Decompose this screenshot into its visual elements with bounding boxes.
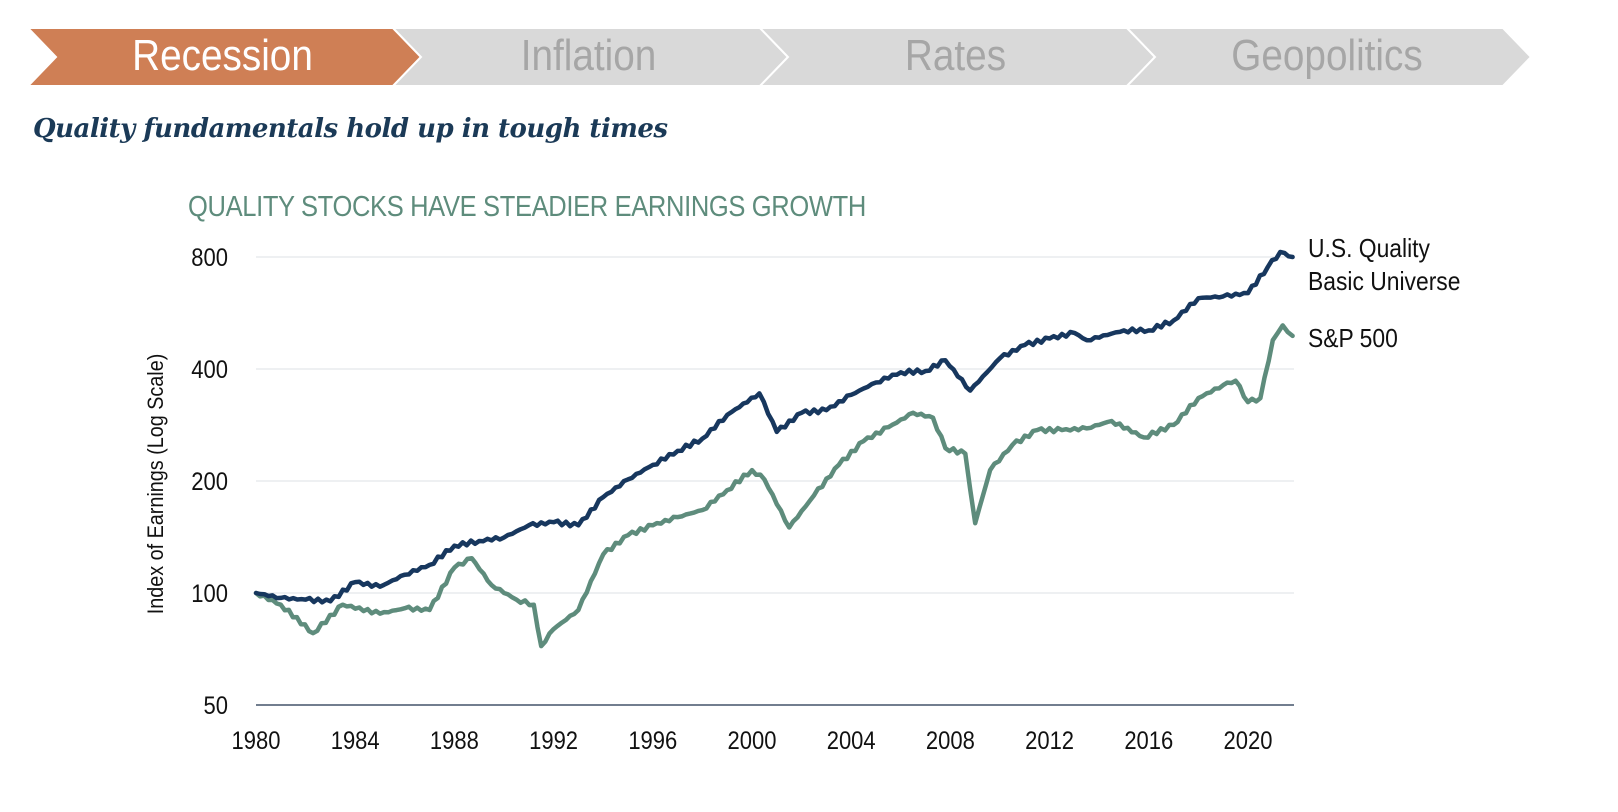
legend-label-us-quality: Basic Universe [1308,268,1460,297]
topic-stepper: Recession Inflation Rates Geopolitics [25,27,1533,87]
x-tick-label: 1988 [430,727,479,755]
y-tick-label: 200 [191,468,228,496]
x-tick-label: 1984 [331,727,380,755]
x-tick-label: 2000 [728,727,777,755]
step-label: Inflation [521,30,657,80]
x-tick-label: 1992 [529,727,578,755]
step-label: Rates [905,30,1006,80]
x-tick-label: 1996 [628,727,677,755]
y-axis-label: Index of Earnings (Log Scale) [144,354,168,615]
y-tick-label: 400 [191,356,228,384]
x-tick-label: 2020 [1224,727,1273,755]
x-tick-label: 2008 [926,727,975,755]
x-tick-label: 1980 [232,727,281,755]
step-inflation[interactable]: Inflation [390,27,790,87]
step-label: Recession [132,30,313,80]
legend-label-sp500: S&P 500 [1308,325,1398,354]
step-recession[interactable]: Recession [25,27,423,87]
series-line-sp500 [253,323,1295,649]
step-shape [1124,27,1533,87]
step-geopolitics[interactable]: Geopolitics [1124,27,1533,87]
step-label: Geopolitics [1231,30,1423,80]
y-tick-label: 100 [191,580,228,608]
y-tick-label: 800 [191,244,228,272]
series-line-us-quality [253,249,1295,605]
legend-label-us-quality: U.S. Quality [1308,235,1431,264]
section-subtitle: Quality fundamentals hold up in tough ti… [33,114,668,144]
chart-title: QUALITY STOCKS HAVE STEADIER EARNINGS GR… [188,191,866,223]
x-tick-label: 2004 [827,727,876,755]
x-tick-label: 2012 [1025,727,1074,755]
y-tick-label: 50 [204,692,228,720]
x-tick-label: 2016 [1124,727,1173,755]
